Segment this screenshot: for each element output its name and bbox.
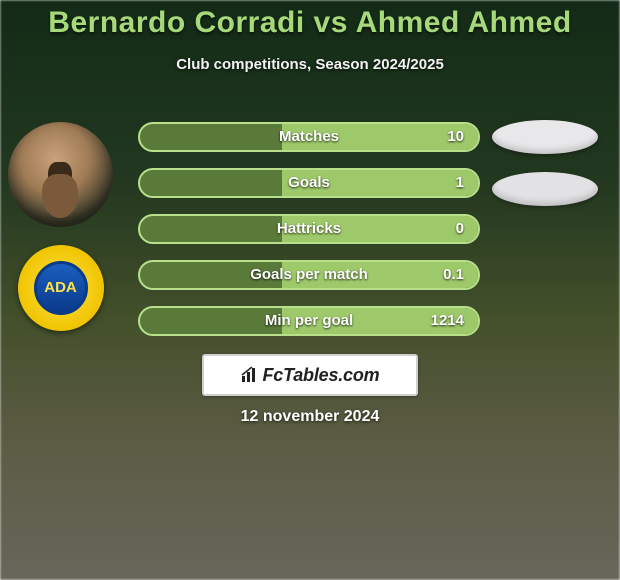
stat-bar: Hattricks0 <box>138 214 480 244</box>
logo-text: FcTables.com <box>263 365 380 386</box>
stat-bar-label: Goals per match <box>140 262 478 288</box>
stat-bar-value: 1214 <box>431 308 464 334</box>
stat-bar-value: 1 <box>456 170 464 196</box>
opponent-avatar-placeholder <box>492 172 598 206</box>
stat-bar: Matches10 <box>138 122 480 152</box>
opponent-avatars <box>492 120 598 224</box>
stat-bar: Goals1 <box>138 168 480 198</box>
stat-bar-label: Min per goal <box>140 308 478 334</box>
player-avatar <box>8 122 113 227</box>
date-label: 12 november 2024 <box>0 408 620 426</box>
stat-bar: Min per goal1214 <box>138 306 480 336</box>
stat-bar-label: Hattricks <box>140 216 478 242</box>
stat-bar-value: 0 <box>456 216 464 242</box>
stat-bar-label: Goals <box>140 170 478 196</box>
stat-bar-value: 0.1 <box>443 262 464 288</box>
stat-bar-value: 10 <box>447 124 464 150</box>
club-badge-text: ADA <box>18 279 104 296</box>
page-title: Bernardo Corradi vs Ahmed Ahmed <box>0 6 620 40</box>
club-badge: ADA <box>18 245 104 331</box>
bar-chart-icon <box>241 366 259 384</box>
stat-bar-label: Matches <box>140 124 478 150</box>
infographic-container: Bernardo Corradi vs Ahmed Ahmed Club com… <box>0 0 620 580</box>
subtitle: Club competitions, Season 2024/2025 <box>0 56 620 73</box>
left-column: ADA <box>8 122 113 331</box>
opponent-avatar-placeholder <box>492 120 598 154</box>
site-logo[interactable]: FcTables.com <box>202 354 418 396</box>
stat-bars: Matches10Goals1Hattricks0Goals per match… <box>138 122 480 352</box>
stat-bar: Goals per match0.1 <box>138 260 480 290</box>
